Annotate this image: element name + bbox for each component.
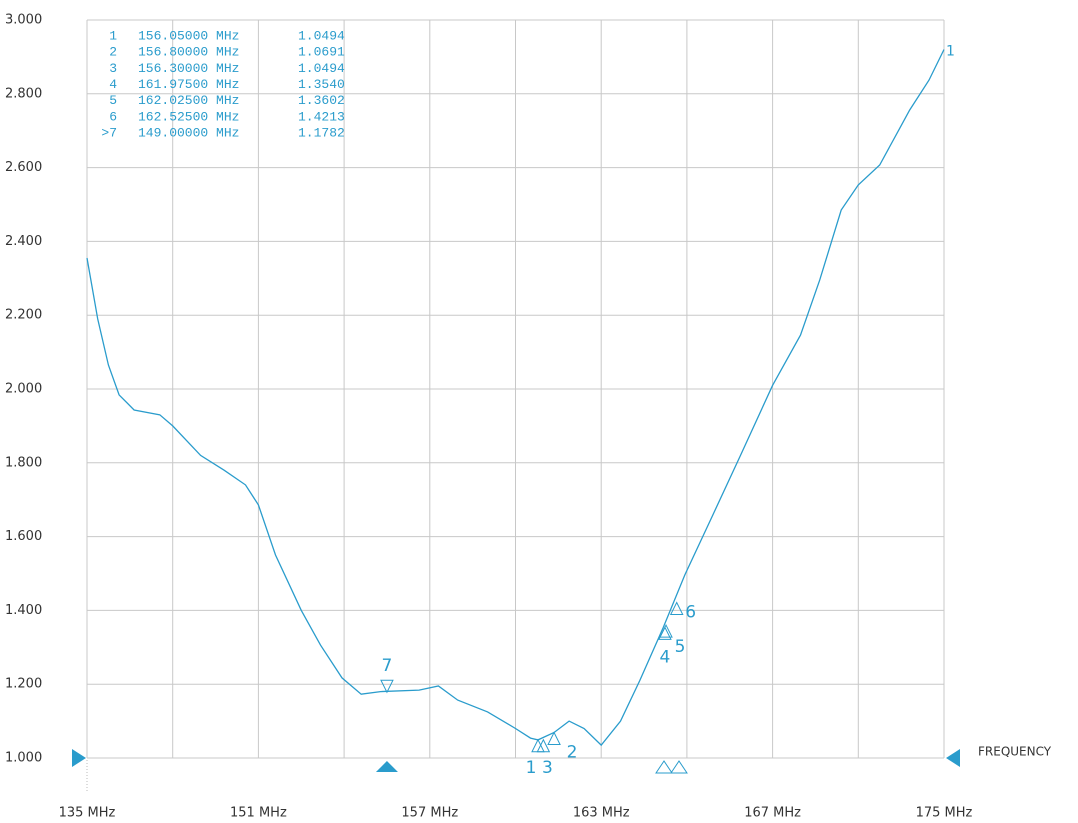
active-marker-indicator — [375, 761, 398, 772]
marker-value: 1.0691 — [298, 45, 345, 60]
marker-freq: 156.30000 MHz — [138, 61, 239, 76]
trace — [86, 49, 945, 747]
x-tick-label: 135 MHz — [59, 806, 116, 821]
y-tick-label: 3.000 — [5, 13, 42, 28]
marker — [669, 601, 684, 616]
y-tick-label: 2.000 — [5, 382, 42, 397]
marker-freq: 162.52500 MHz — [138, 109, 239, 124]
ref-arrow-right — [946, 749, 960, 767]
y-tick-label: 2.400 — [5, 234, 42, 249]
marker-value: 1.1782 — [298, 126, 345, 141]
y-tick-label: 1.000 — [5, 751, 42, 766]
marker-freq: 156.80000 MHz — [138, 45, 239, 60]
y-tick-label: 1.600 — [5, 529, 42, 544]
y-tick-label: 2.200 — [5, 308, 42, 323]
marker — [659, 623, 673, 638]
marker-label: 5 — [675, 637, 686, 657]
marker-value: 1.3540 — [298, 77, 345, 92]
x-tick-label: 175 MHz — [916, 806, 973, 821]
marker-freq: 161.97500 MHz — [138, 77, 239, 92]
y-tick-label: 2.600 — [5, 160, 42, 175]
x-axis-label: FREQUENCY — [978, 745, 1052, 759]
marker — [547, 731, 561, 746]
marker-id: 4 — [109, 77, 117, 92]
y-tick-label: 2.800 — [5, 86, 42, 101]
marker-id: >7 — [101, 126, 117, 141]
marker-label: 1 — [526, 758, 537, 778]
marker-freq: 156.05000 MHz — [138, 28, 239, 43]
marker-indicator — [670, 760, 688, 774]
marker-id: 1 — [109, 28, 117, 43]
marker-indicator — [655, 760, 673, 774]
y-tick-label: 1.200 — [5, 677, 42, 692]
y-tick-label: 1.800 — [5, 455, 42, 470]
marker-id: 5 — [109, 93, 117, 108]
marker-label: 4 — [660, 647, 671, 667]
marker-label: 7 — [382, 656, 393, 676]
x-tick-label: 167 MHz — [744, 806, 801, 821]
marker-value: 1.0494 — [298, 61, 345, 76]
marker-freq: 162.02500 MHz — [138, 93, 239, 108]
x-tick-label: 157 MHz — [401, 806, 458, 821]
x-tick-label: 163 MHz — [573, 806, 630, 821]
ref-arrow-left — [72, 749, 86, 767]
marker-freq: 149.00000 MHz — [138, 126, 239, 141]
marker-value: 1.0494 — [298, 28, 345, 43]
x-tick-label: 151 MHz — [230, 806, 287, 821]
marker-id: 2 — [109, 45, 117, 60]
marker-label: 6 — [685, 603, 696, 623]
marker — [536, 738, 551, 753]
marker — [380, 679, 394, 694]
marker-value: 1.4213 — [298, 109, 345, 124]
marker-label: 2 — [567, 743, 578, 763]
marker-value: 1.3602 — [298, 93, 345, 108]
marker-id: 6 — [109, 109, 117, 124]
marker-label: 3 — [542, 758, 553, 778]
trace-label: 1 — [946, 44, 955, 60]
marker-id: 3 — [109, 61, 117, 76]
y-tick-label: 1.400 — [5, 603, 42, 618]
